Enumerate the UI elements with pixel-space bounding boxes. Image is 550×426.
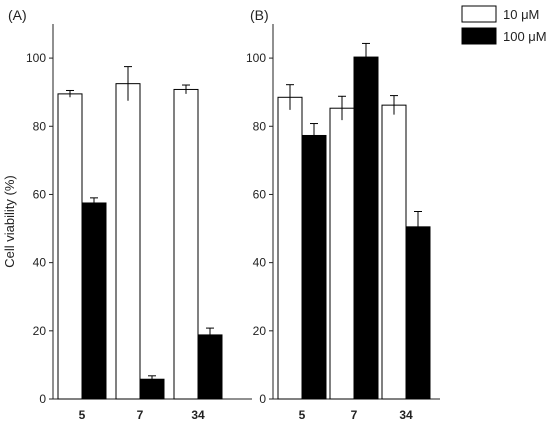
y-tick-label: 40 xyxy=(33,256,47,270)
chart-panels: 0 20 40 60 80 100 (A) Cell viability (%) 5 7 34 0 20… xyxy=(2,7,440,422)
y-tick-label: 60 xyxy=(253,187,267,201)
bar xyxy=(57,93,83,400)
y-tick-label: 60 xyxy=(33,187,47,201)
error-bar xyxy=(390,95,398,115)
error-bar xyxy=(414,211,422,243)
error-bar xyxy=(124,66,132,101)
error-bar xyxy=(182,84,190,94)
bar xyxy=(173,88,199,400)
y-tick-label: 80 xyxy=(33,119,47,133)
error-bar xyxy=(338,95,346,121)
bar xyxy=(353,56,379,400)
y-axis-title: Cell viability (%) xyxy=(2,175,17,267)
panel-label: (B) xyxy=(250,7,269,23)
bar xyxy=(381,104,407,400)
y-tick-label: 100 xyxy=(26,51,46,65)
bar xyxy=(115,83,141,400)
bar xyxy=(277,96,303,400)
error-bar xyxy=(90,197,98,209)
legend-label-10um: 10 μM xyxy=(503,7,539,22)
error-bar xyxy=(362,42,370,71)
x-tick-label: 34 xyxy=(399,408,413,422)
legend: 10 μM 100 μM xyxy=(461,5,547,45)
x-tick-label: 7 xyxy=(351,408,358,422)
bar xyxy=(197,334,223,400)
error-bar xyxy=(310,123,318,148)
bar xyxy=(301,134,327,400)
error-bar xyxy=(206,327,214,342)
x-tick-label: 7 xyxy=(137,408,144,422)
legend-swatch-100um xyxy=(461,27,497,45)
bar xyxy=(405,226,431,400)
y-tick-label: 0 xyxy=(259,392,266,406)
error-bar xyxy=(148,375,156,383)
legend-label-100um: 100 μM xyxy=(503,29,547,44)
chart-panel: 0 20 40 60 80 100 (A) Cell viability (%) 5 7 34 xyxy=(2,7,252,422)
panel-label: (A) xyxy=(8,7,27,23)
x-tick-label: 34 xyxy=(191,408,205,422)
chart-panel: 0 20 40 60 80 100 (B) 5 7 34 xyxy=(246,7,440,422)
bar xyxy=(329,107,355,400)
x-tick-label: 5 xyxy=(79,408,86,422)
y-tick-label: 100 xyxy=(246,51,266,65)
y-tick-label: 40 xyxy=(253,256,267,270)
bar xyxy=(81,202,107,400)
error-bar xyxy=(286,84,294,110)
error-bar xyxy=(66,89,74,98)
legend-swatch-10um xyxy=(461,5,497,23)
x-tick-label: 5 xyxy=(299,408,306,422)
y-tick-label: 0 xyxy=(39,392,46,406)
y-tick-label: 80 xyxy=(253,119,267,133)
y-tick-label: 20 xyxy=(253,324,267,338)
y-tick-label: 20 xyxy=(33,324,47,338)
